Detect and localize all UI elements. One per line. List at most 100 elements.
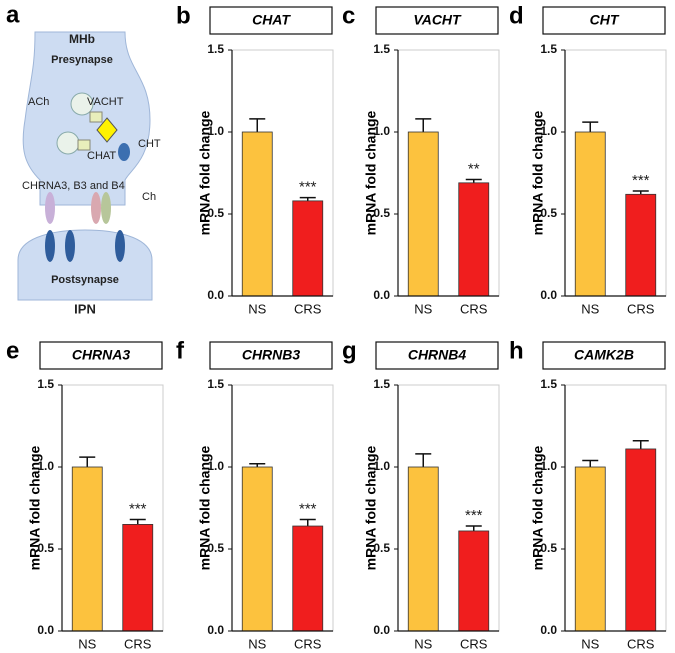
x-tick-label: NS xyxy=(78,636,96,651)
panel-letter: b xyxy=(176,2,191,29)
y-tick-label: 1.5 xyxy=(540,377,557,391)
y-tick-label: 1.0 xyxy=(37,459,54,473)
panel-letter: e xyxy=(6,337,19,364)
y-tick-label: 0.5 xyxy=(207,541,224,555)
y-tick-label: 0.0 xyxy=(540,288,557,302)
vesicle xyxy=(70,92,94,116)
chart-panel: d CHT mRNA fold change 0.0 0.5 1.0 1.5 NS CRS *** xyxy=(509,2,667,316)
title-box xyxy=(209,6,333,35)
y-tick-label: 1.5 xyxy=(207,377,224,391)
chart-panel: h CAMK2B mRNA fold change 0.0 0.5 1.0 1.5 NS CRS xyxy=(509,337,667,651)
label: Postsynapse xyxy=(51,274,119,286)
diagram: a MHb Presynapse ACh VACHT CHAT CHT CHRN… xyxy=(6,1,161,316)
label: Presynapse xyxy=(51,54,113,66)
x-tick-label: NS xyxy=(414,636,432,651)
bar xyxy=(407,466,439,632)
y-tick-label: 0.0 xyxy=(37,623,54,637)
y-axis-label: mRNA fold change xyxy=(197,445,213,570)
y-tick-label: 0.0 xyxy=(207,288,224,302)
y-tick-label: 1.5 xyxy=(540,42,557,56)
title-box xyxy=(39,341,163,370)
y-axis-label: mRNA fold change xyxy=(530,445,546,570)
label: CHT xyxy=(138,138,161,150)
x-tick-label: CRS xyxy=(460,636,488,651)
significance-label: *** xyxy=(465,507,483,524)
y-axis-label: mRNA fold change xyxy=(530,110,546,235)
y-tick-label: 0.0 xyxy=(207,623,224,637)
chart-title: CHRNB4 xyxy=(408,347,467,363)
chart-panel: g CHRNB4 mRNA fold change 0.0 0.5 1.0 1.5 NS CRS… xyxy=(342,337,500,651)
y-tick-label: 0.5 xyxy=(540,206,557,220)
bar xyxy=(71,466,103,632)
y-tick-label: 0.5 xyxy=(37,541,54,555)
x-tick-label: CRS xyxy=(627,301,655,316)
receptor xyxy=(91,192,101,224)
y-axis-label: mRNA fold change xyxy=(363,110,379,235)
y-tick-label: 1.0 xyxy=(540,459,557,473)
chart-title: CAMK2B xyxy=(574,347,634,363)
chart-panel: c VACHT mRNA fold change 0.0 0.5 1.0 1.5 NS CRS *… xyxy=(342,2,500,316)
bar xyxy=(292,200,324,297)
y-tick-label: 0.5 xyxy=(540,541,557,555)
vacht-transporter xyxy=(77,139,91,151)
postsynapse-shape xyxy=(17,229,153,301)
x-tick-label: CRS xyxy=(294,301,322,316)
panel-letter: c xyxy=(342,2,355,29)
chart-title: VACHT xyxy=(413,12,462,28)
y-tick-label: 1.5 xyxy=(37,377,54,391)
bar xyxy=(241,466,273,632)
receptor xyxy=(101,192,111,224)
bar xyxy=(407,131,439,297)
y-tick-label: 0.5 xyxy=(373,206,390,220)
y-tick-label: 1.0 xyxy=(207,124,224,138)
y-tick-label: 1.5 xyxy=(207,42,224,56)
y-tick-label: 1.0 xyxy=(373,124,390,138)
bar xyxy=(292,525,324,632)
title-box xyxy=(209,341,333,370)
chart-title: CHT xyxy=(590,12,620,28)
bar xyxy=(458,182,490,297)
x-tick-label: NS xyxy=(248,301,266,316)
significance-label: *** xyxy=(632,172,650,189)
significance-label: *** xyxy=(299,179,317,196)
chart-title: CHAT xyxy=(252,12,291,28)
y-tick-label: 0.5 xyxy=(207,206,224,220)
x-tick-label: CRS xyxy=(460,301,488,316)
title-box xyxy=(542,341,666,370)
y-tick-label: 0.0 xyxy=(373,288,390,302)
bar xyxy=(241,131,273,297)
presynapse-shape xyxy=(22,31,151,206)
label: MHb xyxy=(69,32,95,46)
vacht-transporter xyxy=(89,111,103,123)
y-axis-label: mRNA fold change xyxy=(27,445,43,570)
vesicle xyxy=(56,131,80,155)
y-tick-label: 0.5 xyxy=(373,541,390,555)
y-tick-label: 1.5 xyxy=(373,42,390,56)
x-tick-label: NS xyxy=(581,301,599,316)
x-tick-label: NS xyxy=(414,301,432,316)
significance-label: *** xyxy=(129,500,147,517)
bar xyxy=(625,448,657,632)
significance-label: ** xyxy=(468,161,480,178)
x-tick-label: NS xyxy=(581,636,599,651)
y-tick-label: 1.0 xyxy=(373,459,390,473)
panel-letter: f xyxy=(176,337,185,364)
y-tick-label: 1.0 xyxy=(207,459,224,473)
y-tick-label: 1.0 xyxy=(540,124,557,138)
significance-label: *** xyxy=(299,500,317,517)
title-box xyxy=(375,341,499,370)
x-tick-label: CRS xyxy=(294,636,322,651)
label: VACHT xyxy=(87,96,124,108)
y-tick-label: 0.0 xyxy=(373,623,390,637)
bar xyxy=(574,466,606,632)
label: ACh xyxy=(28,96,49,108)
bar xyxy=(625,193,657,297)
label: CHAT xyxy=(87,150,116,162)
bar xyxy=(122,524,154,632)
receptor xyxy=(115,230,125,262)
x-tick-label: CRS xyxy=(124,636,152,651)
chart-title: CHRNB3 xyxy=(242,347,301,363)
bar xyxy=(458,530,490,632)
label: CHRNA3, B3 and B4 xyxy=(22,180,125,192)
panel-letter: d xyxy=(509,2,524,29)
